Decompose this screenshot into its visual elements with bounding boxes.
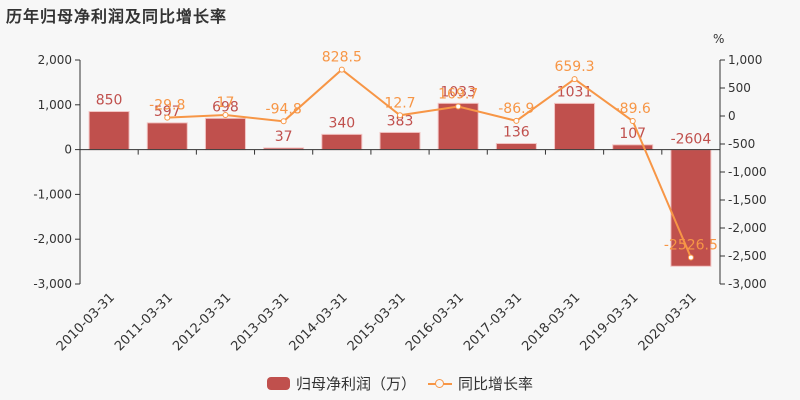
left-tick-label: -3,000 bbox=[33, 277, 72, 291]
bar-value-label: 383 bbox=[387, 113, 414, 129]
bar-swatch-icon bbox=[266, 377, 290, 390]
bar-value-label: 1033 bbox=[440, 84, 476, 100]
growth-point-marker[interactable] bbox=[629, 118, 636, 125]
growth-point-marker[interactable] bbox=[222, 112, 229, 119]
growth-value-label: 17 bbox=[217, 95, 235, 111]
growth-value-label: 828.5 bbox=[322, 50, 362, 66]
x-category-label: 2014-03-31 bbox=[287, 290, 351, 354]
bar[interactable] bbox=[146, 122, 188, 151]
growth-point-marker[interactable] bbox=[455, 103, 462, 110]
growth-value-label: -2526.5 bbox=[664, 237, 718, 253]
growth-point-marker[interactable] bbox=[280, 118, 287, 125]
line-marker-icon bbox=[428, 377, 452, 391]
legend-item-profit[interactable]: 归母净利润（万） bbox=[266, 373, 416, 394]
growth-line bbox=[167, 68, 692, 258]
growth-value-label: 169.7 bbox=[438, 86, 478, 102]
left-tick-label: -1,000 bbox=[33, 187, 72, 201]
growth-point-marker[interactable] bbox=[164, 114, 171, 121]
legend-item-growth[interactable]: 同比增长率 bbox=[428, 373, 533, 394]
x-category-label: 2015-03-31 bbox=[345, 290, 409, 354]
left-tick-label: 1,000 bbox=[38, 98, 72, 112]
growth-point-marker[interactable] bbox=[397, 112, 403, 119]
growth-value-label: -29.8 bbox=[149, 98, 185, 114]
left-tick-label: -2,000 bbox=[33, 232, 72, 246]
growth-value-label: -94.8 bbox=[266, 101, 302, 117]
chart-title: 历年归母净利润及同比增长率 bbox=[6, 7, 228, 26]
right-tick-label: -2,500 bbox=[728, 249, 767, 263]
growth-point-marker[interactable] bbox=[687, 254, 694, 261]
right-tick-label: 1,000 bbox=[728, 53, 762, 67]
right-tick-label: -3,000 bbox=[728, 277, 767, 291]
legend-label-profit: 归母净利润（万） bbox=[295, 375, 416, 393]
bar[interactable] bbox=[670, 149, 712, 267]
growth-value-label: -89.6 bbox=[615, 101, 651, 117]
x-category-label: 2019-03-31 bbox=[578, 290, 642, 354]
bar-value-label: 597 bbox=[154, 104, 181, 120]
bar[interactable] bbox=[204, 117, 246, 151]
right-tick-label: 500 bbox=[728, 81, 751, 95]
x-category-label: 2010-03-31 bbox=[54, 290, 118, 354]
bar[interactable] bbox=[495, 143, 537, 151]
bar-value-label: 850 bbox=[96, 93, 123, 109]
growth-value-label: 12.7 bbox=[384, 95, 415, 111]
left-tick-label: 0 bbox=[64, 143, 72, 157]
right-tick-label: -1,000 bbox=[728, 165, 767, 179]
growth-value-label: 659.3 bbox=[554, 59, 594, 75]
left-tick-label: 2,000 bbox=[38, 53, 72, 67]
x-category-label: 2016-03-31 bbox=[403, 290, 467, 354]
bar-value-label: -2604 bbox=[671, 132, 712, 148]
x-category-label: 2018-03-31 bbox=[519, 290, 583, 354]
x-category-label: 2012-03-31 bbox=[170, 290, 234, 354]
growth-point-marker[interactable] bbox=[571, 76, 578, 83]
bar[interactable] bbox=[88, 111, 130, 151]
bar-value-label: 340 bbox=[328, 115, 355, 131]
growth-point-marker[interactable] bbox=[338, 66, 345, 73]
bar[interactable] bbox=[612, 144, 654, 151]
growth-point-marker[interactable] bbox=[513, 117, 520, 124]
bar[interactable] bbox=[379, 131, 421, 151]
x-category-label: 2013-03-31 bbox=[228, 290, 292, 354]
bar-value-label: 107 bbox=[619, 126, 646, 142]
right-axis-unit: % bbox=[713, 32, 724, 46]
right-tick-label: -2,000 bbox=[728, 221, 767, 235]
right-tick-label: -500 bbox=[728, 137, 755, 151]
legend-label-growth: 同比增长率 bbox=[458, 375, 534, 393]
bar-value-label: 1031 bbox=[557, 84, 593, 100]
x-category-label: 2020-03-31 bbox=[636, 290, 700, 354]
bar[interactable] bbox=[554, 102, 596, 151]
right-tick-label: 0 bbox=[728, 109, 736, 123]
right-tick-label: -1,500 bbox=[728, 193, 767, 207]
bar[interactable] bbox=[321, 133, 363, 151]
x-category-label: 2011-03-31 bbox=[112, 290, 176, 354]
x-category-label: 2017-03-31 bbox=[461, 290, 525, 354]
legend: 归母净利润（万） 同比增长率 bbox=[0, 373, 800, 394]
bar-value-label: 698 bbox=[212, 99, 239, 115]
bar-value-label: 136 bbox=[503, 125, 530, 141]
bar-value-label: 37 bbox=[275, 129, 293, 145]
growth-value-label: -86.9 bbox=[498, 101, 534, 117]
